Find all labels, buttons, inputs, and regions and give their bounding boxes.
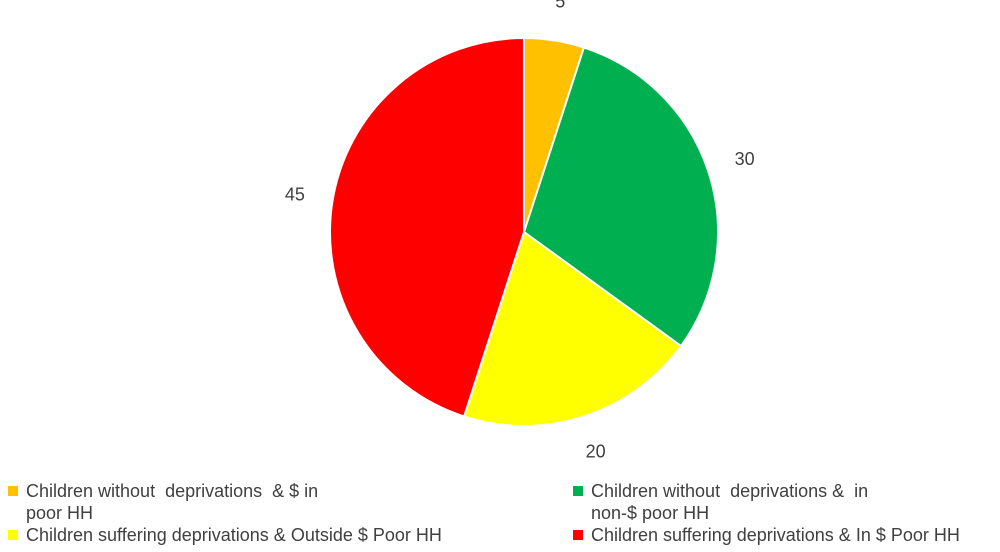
legend-swatch-green xyxy=(573,486,583,496)
legend-item-deprivation-outside-poor: Children suffering deprivations & Outsid… xyxy=(8,524,548,546)
legend-item-no-deprivation-non-poor: Children without deprivations & in non-$… xyxy=(573,480,933,524)
legend-swatch-red xyxy=(573,530,583,540)
legend-label: Children without deprivations & in non-$… xyxy=(591,481,869,523)
pie-slice-yellow xyxy=(462,230,683,427)
pie-data-labels: 5 30 20 45 xyxy=(285,0,755,461)
pie-chart: 5 30 20 45 xyxy=(285,0,755,461)
pie-slice-green xyxy=(522,46,719,348)
data-label: 45 xyxy=(285,184,305,204)
data-label: 5 xyxy=(555,0,565,12)
legend-item-deprivation-in-poor: Children suffering deprivations & In $ P… xyxy=(573,524,998,546)
legend-swatch-orange xyxy=(8,486,18,496)
legend-label: Children suffering deprivations & In $ P… xyxy=(591,525,960,545)
data-label: 20 xyxy=(586,441,606,461)
pie-slice-red xyxy=(329,36,525,418)
chart-legend: Children without deprivations & $ in poo… xyxy=(0,476,1000,552)
legend-label: Children without deprivations & $ in poo… xyxy=(26,481,319,523)
legend-swatch-yellow xyxy=(8,530,18,540)
legend-item-no-deprivation-poor: Children without deprivations & $ in poo… xyxy=(8,480,368,524)
legend-label: Children suffering deprivations & Outsid… xyxy=(26,525,442,545)
pie-slices xyxy=(329,36,719,427)
data-label: 30 xyxy=(735,149,755,169)
